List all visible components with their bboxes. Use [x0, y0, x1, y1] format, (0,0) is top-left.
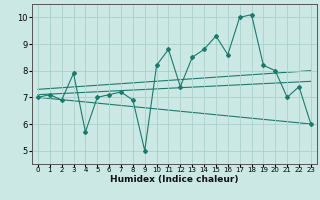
X-axis label: Humidex (Indice chaleur): Humidex (Indice chaleur)	[110, 175, 239, 184]
